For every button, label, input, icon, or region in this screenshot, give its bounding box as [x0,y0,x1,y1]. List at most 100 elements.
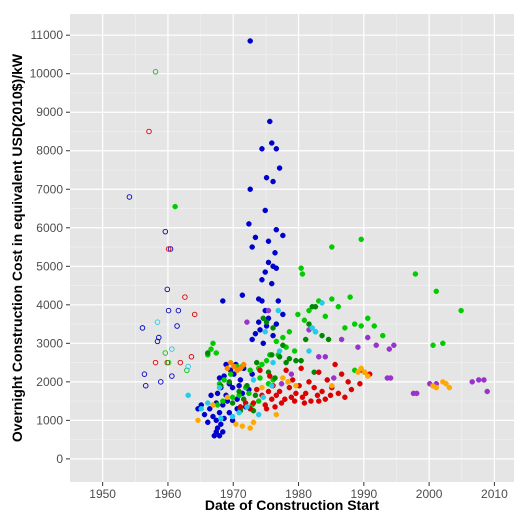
data-point [263,406,270,412]
data-point-open [142,382,149,389]
data-point [280,334,286,341]
data-point [273,392,280,399]
data-points [126,38,490,439]
y-axis-title: Overnight Construction Cost in equivalen… [9,53,25,442]
data-point [285,379,291,385]
data-point [364,315,371,322]
data-point [312,303,319,310]
data-point [342,325,348,331]
data-point [347,294,353,300]
data-point [301,317,308,323]
data-point [355,369,361,375]
data-point [289,377,296,383]
data-point [269,396,275,402]
data-point [293,357,299,364]
data-point [275,298,282,304]
data-point [342,394,348,401]
data-point [244,319,250,325]
data-point [250,419,257,426]
data-point [273,411,280,418]
data-point [302,336,309,343]
data-point [386,346,393,352]
data-point [214,390,221,397]
data-point-open [177,359,184,366]
data-point-open [169,346,175,352]
data-point [247,38,253,44]
y-tick-label: 4000 [36,298,63,312]
data-point [348,386,355,393]
data-point-open [152,359,159,366]
data-point [311,384,317,391]
data-point [224,365,231,372]
data-point [272,375,278,381]
data-point-open [165,246,172,252]
data-point [246,390,252,397]
data-point-open [182,294,188,300]
data-point [373,342,379,349]
data-point [316,369,322,375]
data-point [253,359,260,366]
x-axis-title: Date of Construction Start [205,497,380,513]
data-point [259,361,265,368]
data-point [218,421,224,427]
x-tick-label: 1980 [285,487,312,501]
data-point [249,336,255,343]
data-point [211,433,218,439]
data-point [338,336,345,343]
data-point [255,319,262,325]
data-point [286,384,293,391]
data-point [220,429,226,435]
data-point-open [154,319,161,325]
data-point [236,409,242,416]
x-tick-label: 1970 [220,487,247,501]
data-point [306,379,312,385]
data-point-open [188,354,195,360]
data-point [413,390,420,397]
data-point [293,390,299,397]
data-point [278,400,285,406]
data-point [351,321,358,327]
data-point [201,411,208,418]
data-point-open [146,128,152,135]
data-point [220,298,226,304]
data-point [269,140,275,146]
data-point [259,277,265,283]
data-point [357,381,363,387]
data-point [239,292,246,298]
data-point [322,313,329,320]
data-point [280,232,286,239]
y-tick-label: 0 [56,452,63,466]
data-point [252,234,259,241]
data-point [213,417,220,424]
data-point [255,398,262,404]
data-point [283,359,289,366]
data-point [293,382,299,389]
data-point [231,363,237,370]
data-point [364,334,371,341]
data-point [246,221,252,227]
data-point [458,307,464,314]
data-point [329,244,335,250]
data-point [272,404,278,410]
x-tick-label: 2010 [481,487,508,501]
data-point-open [162,350,169,356]
data-point [253,386,260,393]
data-point [262,207,268,214]
data-point [335,303,342,310]
data-point [269,280,275,287]
data-point [273,226,280,233]
data-point-open [152,69,159,75]
data-point [433,384,440,391]
data-point [387,375,394,381]
y-tick-label: 1000 [36,413,63,427]
data-point-open [165,307,172,314]
data-point [358,323,364,329]
data-point [316,354,322,360]
data-point [252,392,259,399]
data-point [298,357,304,364]
data-point [229,413,236,420]
data-point [275,307,282,314]
y-tick-label: 6000 [36,221,63,235]
data-point [263,174,270,181]
data-point [267,118,273,125]
